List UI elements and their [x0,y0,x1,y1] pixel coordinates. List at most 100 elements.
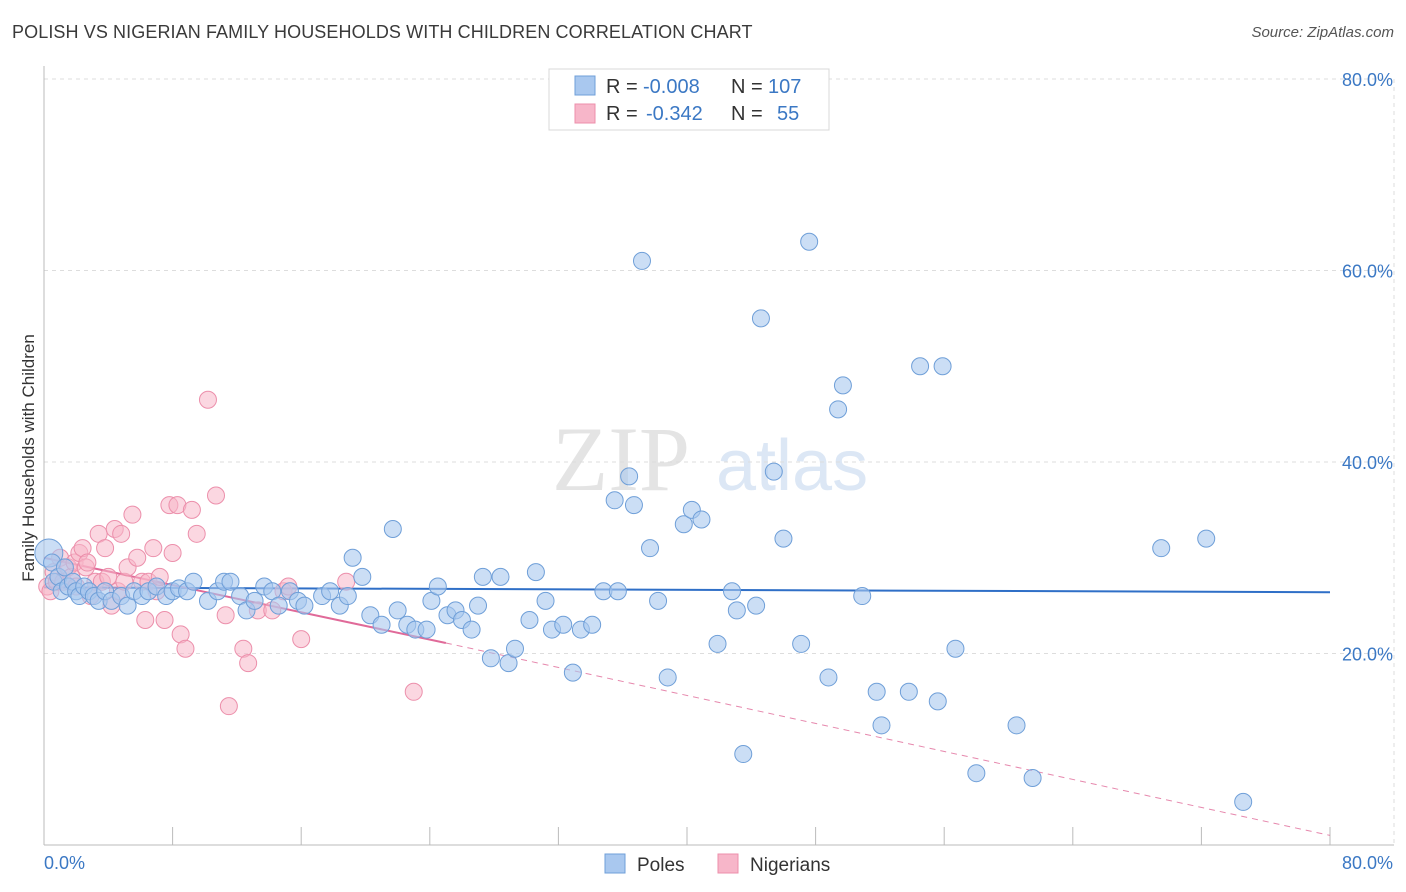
chart-title: POLISH VS NIGERIAN FAMILY HOUSEHOLDS WIT… [12,22,753,42]
nigerians-point [207,486,226,505]
nigerians-point [112,524,131,543]
poles-point [554,615,573,634]
poles-point [833,376,852,395]
nigerians-point [292,630,311,649]
poles-point [343,548,362,567]
bottom-legend-nigerians-swatch [717,853,739,874]
tick-labels: 20.0% 40.0% 60.0% 80.0% 0.0% 80.0% [44,70,1393,873]
nigerians-point [216,606,235,625]
poles-point [928,692,947,711]
poles-point [184,572,203,591]
legend-box [548,68,830,131]
poles-point [536,591,555,610]
legend-nigerians-n-label: N = [731,103,763,125]
x-tick-label-max: 80.0% [1342,853,1393,873]
poles-point [751,309,770,328]
poles-point [417,620,436,639]
nigerians-point [136,610,155,629]
poles-point [295,596,314,615]
poles-point [911,357,930,376]
series-legend: Poles Nigerians [604,853,830,876]
axes [43,66,1394,846]
legend-poles-n-value: 107 [768,76,801,98]
poles-point [372,615,391,634]
watermark-zip: ZIP [552,408,690,510]
y-axis-title: Family Households with Children [19,334,38,582]
poles-point [967,764,986,783]
poles-point [481,649,500,668]
poles-point [608,582,627,601]
poles-point [872,716,891,735]
nigerians-point [163,543,182,562]
poles-point [473,567,492,586]
legend-poles-n-label: N = [731,76,763,98]
legend-nigerians-swatch [574,103,596,124]
poles-point [383,520,402,539]
bottom-legend-poles-label: Poles [637,855,685,876]
nigerians-point [219,697,238,716]
poles-point [734,745,753,764]
bottom-legend-poles-swatch [604,853,626,874]
poles-point [1234,792,1253,811]
poles-point [462,620,481,639]
poles-point [853,587,872,606]
poles-point [269,596,288,615]
poles-point [388,601,407,620]
nigerians-point [176,639,195,658]
nigerians-point [198,390,217,409]
poles-point [692,510,711,529]
poles-point [764,462,783,481]
poles-point [774,529,793,548]
legend-nigerians-n-value: 55 [777,103,799,125]
nigerians-point [123,505,142,524]
nigerians-point [155,610,174,629]
poles-point [1023,768,1042,787]
legend-poles-swatch [574,75,596,96]
poles-point [624,496,643,515]
poles-point [1152,539,1171,558]
poles-point [800,232,819,251]
y-tick-label: 60.0% [1342,262,1393,282]
y-tick-label: 40.0% [1342,453,1393,473]
poles-point [658,668,677,687]
poles-point [563,663,582,682]
source-label: Source: ZipAtlas.com [1251,24,1394,41]
poles-point [727,601,746,620]
poles-point [723,582,742,601]
nigerians-trend-extension [445,642,1331,836]
nigerians-points [38,390,423,716]
poles-point [946,639,965,658]
grid [44,78,1395,845]
y-tick-label: 80.0% [1342,70,1393,90]
poles-point [708,634,727,653]
poles-point [428,577,447,596]
poles-point [649,591,668,610]
nigerians-point [78,553,97,572]
poles-point [641,539,660,558]
poles-point [674,515,693,534]
watermark-atlas: atlas [716,426,868,506]
poles-point [867,682,886,701]
poles-point [505,639,524,658]
poles-point [819,668,838,687]
nigerians-point [187,524,206,543]
nigerians-point [404,682,423,701]
nigerians-point [239,654,258,673]
poles-point [899,682,918,701]
poles-point [469,596,488,615]
correlation-legend: R = -0.008 N = 107 R = -0.342 N = 55 [548,68,830,131]
poles-point [520,610,539,629]
legend-nigerians-r-label: R = [606,103,638,125]
poles-point [829,400,848,419]
legend-nigerians-r-value: -0.342 [646,103,703,125]
poles-point [491,567,510,586]
poles-point [55,558,74,577]
poles-points [34,232,1253,811]
nigerians-point [96,539,115,558]
legend-poles-r-label: R = [606,76,638,98]
poles-point [933,357,952,376]
poles-point [221,572,240,591]
poles-point [321,582,340,601]
watermark: ZIP atlas [552,408,868,510]
